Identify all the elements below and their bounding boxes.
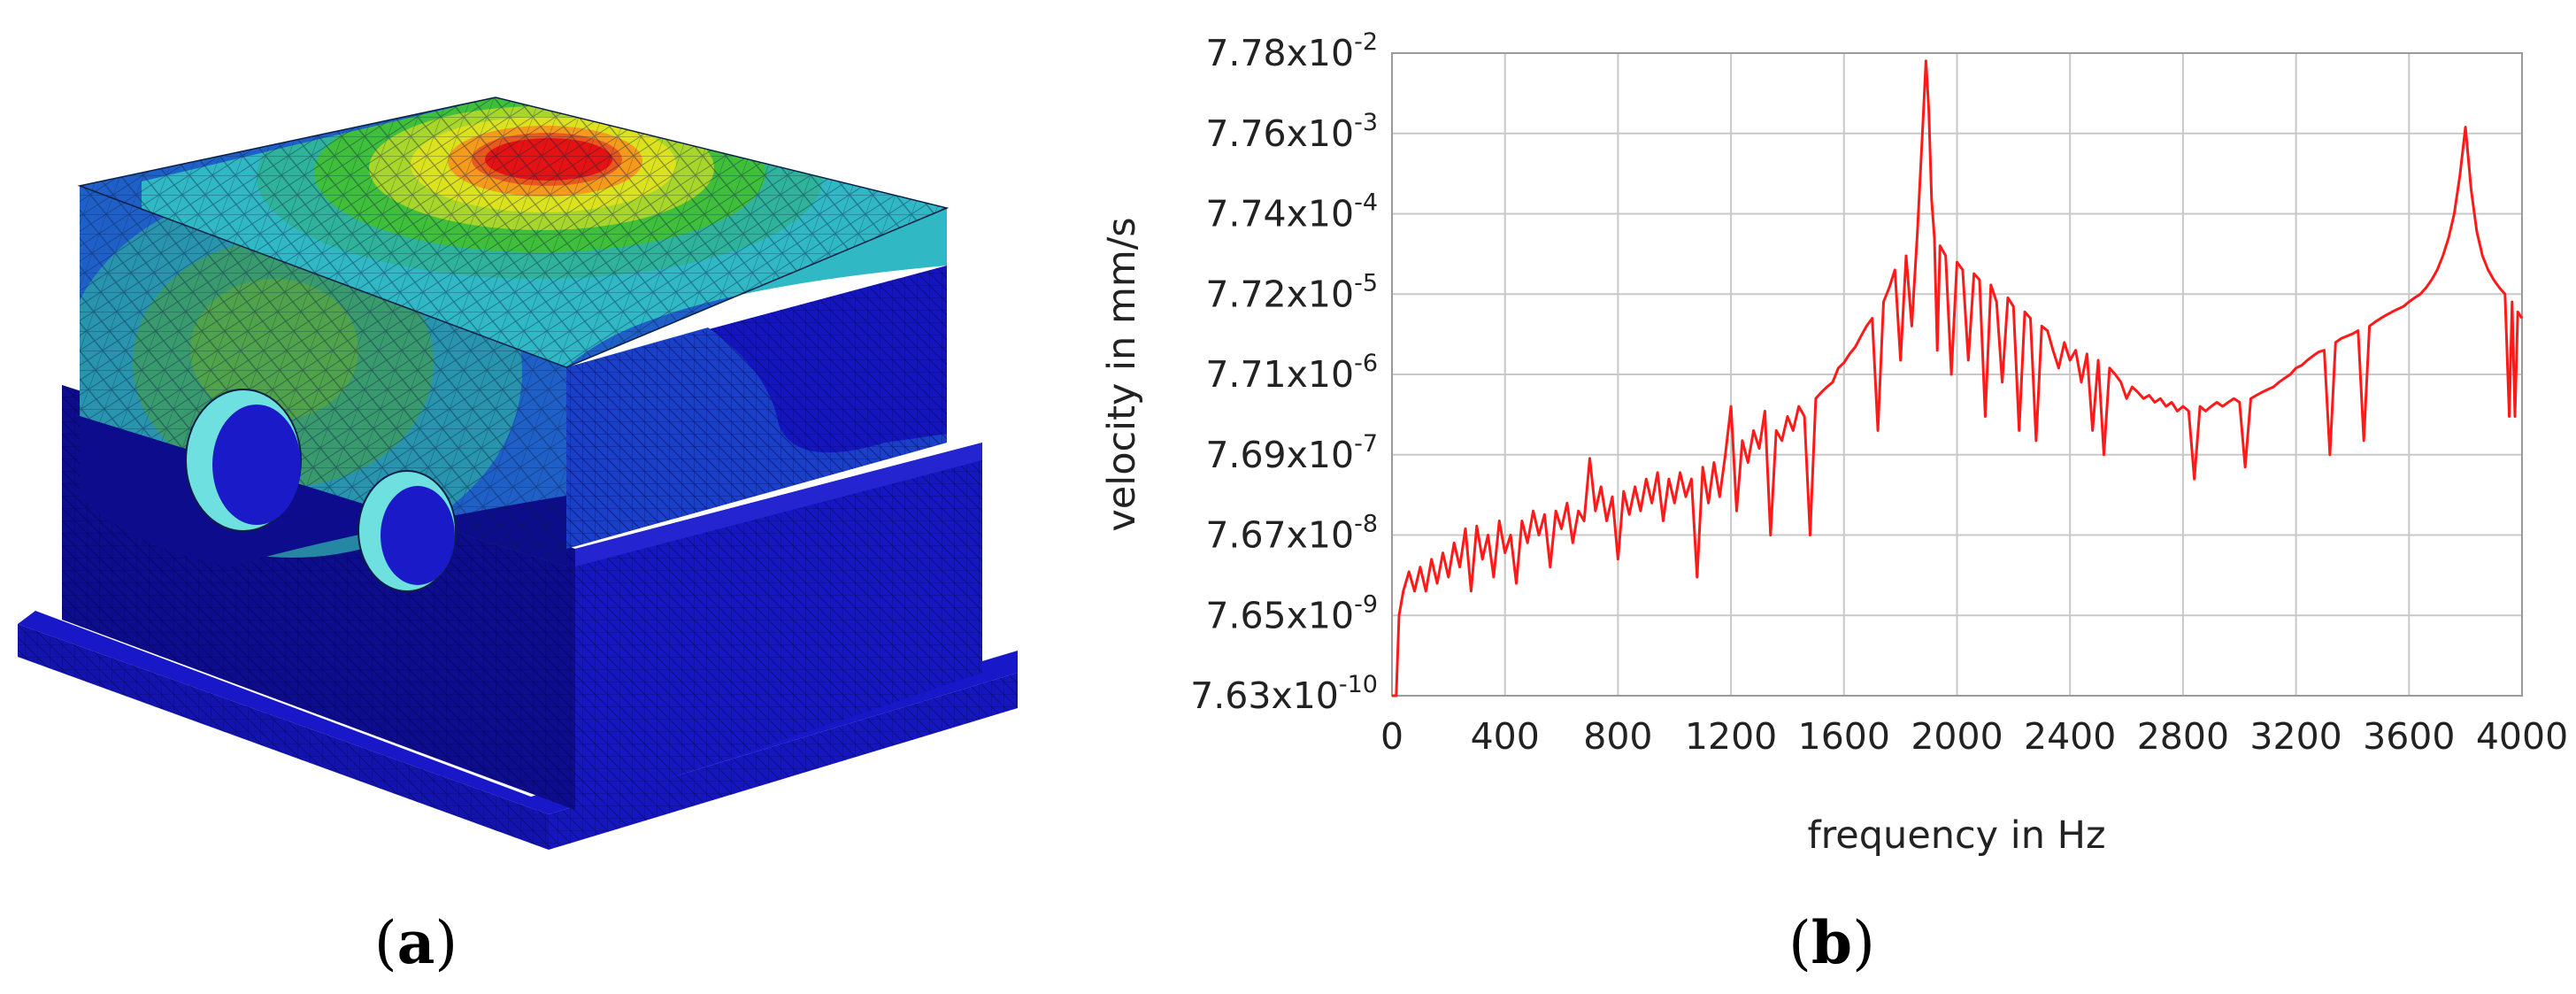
x-tick-label: 1600 <box>1798 715 1890 758</box>
hole-large <box>185 389 302 532</box>
hole-small <box>358 470 457 592</box>
x-tick-label: 1200 <box>1685 715 1777 758</box>
y-tick-label: 7.72x10-5 <box>1205 269 1378 315</box>
x-tick-label: 400 <box>1471 715 1540 758</box>
base-plate-front-mesh <box>18 624 549 850</box>
y-tick-label: 7.63x10-10 <box>1190 671 1378 717</box>
plot-frame <box>1391 52 2523 697</box>
x-tick-label: 4000 <box>2476 715 2568 758</box>
x-tick-label: 2800 <box>2137 715 2229 758</box>
base-plate-side-mesh <box>549 673 1018 850</box>
y-tick-label: 7.76x10-3 <box>1205 109 1378 155</box>
x-tick-label: 800 <box>1583 715 1652 758</box>
y-tick-label: 7.65x10-9 <box>1205 590 1378 636</box>
panel-label-b: (b) <box>1788 908 1875 977</box>
upper-front-mesh <box>80 186 566 566</box>
upper-side-mesh <box>566 266 947 549</box>
top-face-edge <box>77 96 950 368</box>
x-tick-label: 3200 <box>2249 715 2341 758</box>
x-axis-label: frequency in Hz <box>1807 813 2105 858</box>
panel-label-a: (a) <box>374 908 458 977</box>
chart-grid <box>1391 52 2523 697</box>
y-tick-label: 7.71x10-6 <box>1205 350 1378 396</box>
y-axis-label: velocity in mm/s <box>1100 217 1144 531</box>
y-tick-label: 7.78x10-2 <box>1205 28 1378 74</box>
top-face-mesh <box>80 97 947 367</box>
x-tick-label: 3600 <box>2363 715 2455 758</box>
x-tick-labels: 0 400 800 1200 1600 2000 2400 2800 3200 3600 4000 <box>1380 715 2568 758</box>
x-tick-label: 0 <box>1380 715 1403 758</box>
y-tick-label: 7.67x10-8 <box>1205 511 1378 557</box>
series-line <box>1392 59 2524 697</box>
fem-model <box>18 96 1018 850</box>
y-tick-label: 7.74x10-4 <box>1205 189 1378 235</box>
y-tick-labels: 7.63x10-10 7.65x10-9 7.67x10-8 7.69x10-7 7.7… <box>1190 28 1378 717</box>
x-tick-label: 2400 <box>2024 715 2116 758</box>
x-tick-label: 2000 <box>1911 715 2003 758</box>
y-tick-label: 7.69x10-7 <box>1205 430 1378 476</box>
velocity-chart: 7.63x10-10 7.65x10-9 7.67x10-8 7.69x10-7 7.7… <box>1100 28 2568 858</box>
lower-ledge <box>575 443 982 566</box>
